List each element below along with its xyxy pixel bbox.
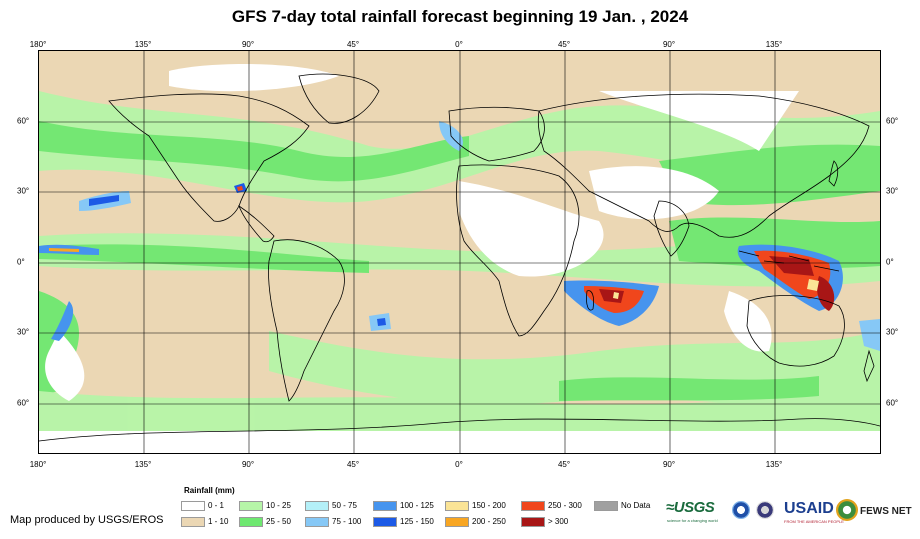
usaid-tagline: FROM THE AMERICAN PEOPLE	[784, 519, 844, 524]
lon-tick-bottom: 90°	[241, 460, 255, 469]
legend-label: > 300	[548, 517, 569, 526]
lon-tick-bottom: 90°	[662, 460, 676, 469]
lon-tick-bottom: 180°	[29, 460, 47, 469]
europe-outline	[448, 106, 545, 162]
lon-tick-bottom: 0°	[455, 460, 463, 469]
partner-logos: ≈USGS science for a changing world USAID…	[666, 497, 916, 527]
legend-item: 75 - 100	[305, 516, 361, 527]
legend-item: 150 - 200	[445, 500, 506, 511]
usgs-tagline: science for a changing world	[667, 518, 718, 523]
land-outlines	[39, 73, 880, 442]
lat-tick-left: 60°	[17, 398, 30, 408]
legend-swatch	[373, 516, 397, 527]
legend-label: 125 - 150	[400, 517, 434, 526]
japan-outline	[828, 160, 839, 187]
legend-swatch	[594, 500, 618, 511]
lon-tick-bottom: 135°	[765, 460, 783, 469]
legend-item: 250 - 300	[521, 500, 582, 511]
lon-tick-top: 90°	[241, 40, 255, 49]
lon-tick-bottom: 45°	[557, 460, 571, 469]
legend-label: 250 - 300	[548, 501, 582, 510]
legend-swatch	[521, 500, 545, 511]
legend-item: > 300	[521, 516, 568, 527]
lat-tick-right: 30°	[886, 186, 899, 196]
lat-tick-right: 30°	[886, 327, 899, 337]
legend-item: 25 - 50	[239, 516, 291, 527]
legend-label: 25 - 50	[266, 517, 291, 526]
legend-label: No Data	[621, 501, 651, 510]
legend-label: 1 - 10	[208, 517, 229, 526]
legend-label: 50 - 75	[332, 501, 357, 510]
rainfall-map-svg	[39, 51, 880, 453]
lon-tick-bottom: 45°	[346, 460, 360, 469]
lon-tick-top: 180°	[29, 40, 47, 49]
indonesia-outline	[738, 250, 840, 272]
lat-tick-left: 30°	[17, 327, 30, 337]
legend-item: No Data	[594, 500, 650, 511]
africa-outline	[456, 164, 580, 337]
legend-title: Rainfall (mm)	[184, 486, 235, 495]
legend-item: 1 - 10	[181, 516, 228, 527]
legend-item: 100 - 125	[373, 500, 434, 511]
usaid-logo[interactable]: USAID	[784, 500, 834, 517]
madagascar-outline	[586, 290, 595, 311]
legend-swatch	[239, 500, 263, 511]
lon-tick-top: 0°	[455, 40, 463, 49]
legend-swatch	[239, 516, 263, 527]
doi-seal-icon	[756, 501, 774, 519]
lat-tick-left: 30°	[17, 186, 30, 196]
legend-swatch	[305, 516, 329, 527]
new-zealand-outline	[863, 349, 875, 383]
legend-swatch	[445, 516, 469, 527]
legend-label: 75 - 100	[332, 517, 362, 526]
lon-tick-top: 135°	[134, 40, 152, 49]
central-america-outline	[238, 204, 275, 243]
lon-tick-top: 90°	[662, 40, 676, 49]
lat-tick-right: 60°	[886, 398, 899, 408]
india-outline	[653, 200, 690, 257]
legend-swatch	[521, 516, 545, 527]
legend-label: 100 - 125	[400, 501, 434, 510]
lat-tick-right: 0°	[886, 257, 894, 267]
noaa-seal-icon	[732, 501, 750, 519]
legend-item: 0 - 1	[181, 500, 224, 511]
rainfall-legend: 0 - 1 1 - 10 10 - 25 25 - 50 50 - 75 75 …	[181, 500, 661, 530]
legend-label: 200 - 250	[472, 517, 506, 526]
rainfall-map[interactable]	[38, 50, 881, 454]
australia-outline	[746, 295, 845, 367]
fews-net-globe-icon	[836, 499, 858, 521]
north-america-outline	[108, 93, 310, 222]
asia-outline	[537, 93, 870, 238]
lon-tick-top: 45°	[346, 40, 360, 49]
greenland-outline	[298, 73, 380, 124]
legend-swatch	[445, 500, 469, 511]
lat-tick-right: 60°	[886, 116, 899, 126]
legend-swatch	[181, 516, 205, 527]
legend-label: 150 - 200	[472, 501, 506, 510]
legend-label: 0 - 1	[208, 501, 225, 510]
lon-tick-bottom: 135°	[134, 460, 152, 469]
map-credit: Map produced by USGS/EROS	[10, 514, 164, 526]
graticule	[39, 51, 880, 453]
usgs-logo[interactable]: ≈USGS	[666, 499, 715, 516]
lat-tick-left: 60°	[17, 116, 30, 126]
legend-item: 50 - 75	[305, 500, 357, 511]
legend-item: 10 - 25	[239, 500, 291, 511]
antarctica-outline	[39, 418, 880, 442]
legend-swatch	[181, 500, 205, 511]
legend-item: 125 - 150	[373, 516, 434, 527]
map-title: GFS 7-day total rainfall forecast beginn…	[231, 7, 689, 26]
lon-tick-top: 135°	[765, 40, 783, 49]
legend-swatch	[373, 500, 397, 511]
lat-tick-left: 0°	[17, 257, 25, 267]
legend-item: 200 - 250	[445, 516, 506, 527]
fews-net-logo[interactable]: FEWS NET	[860, 506, 912, 517]
lon-tick-top: 45°	[557, 40, 571, 49]
legend-label: 10 - 25	[266, 501, 291, 510]
legend-swatch	[305, 500, 329, 511]
south-america-outline	[268, 239, 345, 402]
